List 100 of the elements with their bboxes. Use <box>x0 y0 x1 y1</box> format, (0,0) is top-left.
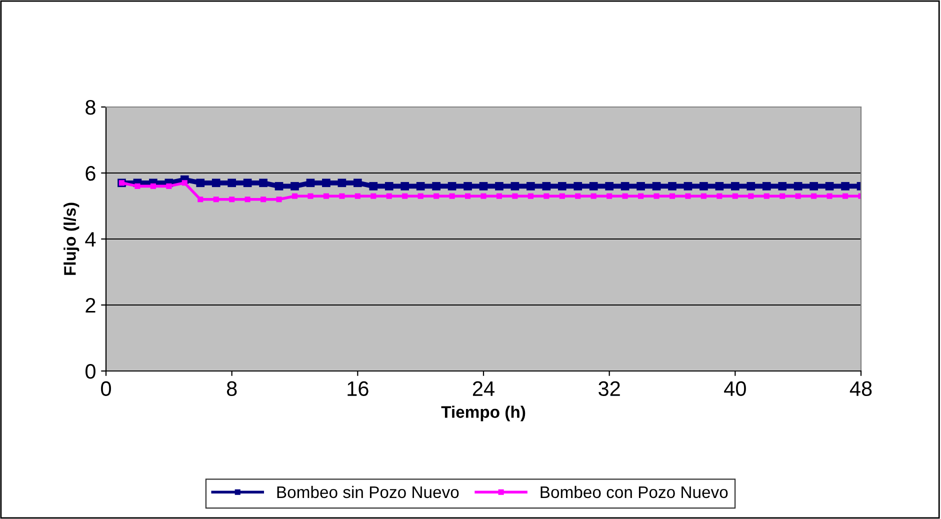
point <box>762 182 771 190</box>
point <box>510 182 520 190</box>
point <box>700 193 706 199</box>
point <box>636 182 645 190</box>
legend-label: Bombeo sin Pozo Nuevo <box>277 486 459 498</box>
point <box>746 182 756 190</box>
point <box>402 193 408 199</box>
point <box>464 182 472 190</box>
point <box>400 182 410 190</box>
point <box>166 183 172 189</box>
point <box>652 182 661 190</box>
point <box>244 196 250 202</box>
x-tick-label: 40 <box>724 381 746 396</box>
point <box>196 178 205 188</box>
point <box>748 193 754 199</box>
point <box>638 193 644 199</box>
point <box>260 196 266 202</box>
x-tick-label: 0 <box>101 381 111 396</box>
y-axis-title: Flujo (l/s) <box>64 202 80 275</box>
point <box>684 182 692 190</box>
point <box>213 196 219 202</box>
point <box>198 196 204 202</box>
point <box>622 193 628 199</box>
point <box>416 182 425 190</box>
point <box>716 193 722 199</box>
point <box>842 193 848 199</box>
point <box>480 193 486 199</box>
point <box>495 182 504 190</box>
point <box>449 193 455 199</box>
point <box>464 193 471 199</box>
point <box>308 193 314 199</box>
point <box>715 182 724 190</box>
point <box>369 182 378 190</box>
point <box>575 193 581 199</box>
point <box>825 182 834 190</box>
y-tick-label: 4 <box>85 232 96 247</box>
point <box>558 182 566 190</box>
point <box>354 178 362 188</box>
point <box>259 178 268 188</box>
point <box>354 193 360 199</box>
point <box>274 182 284 190</box>
x-tick-label: 48 <box>850 381 872 396</box>
point <box>528 193 534 199</box>
point <box>605 182 614 190</box>
y-tick-label: 2 <box>86 298 96 313</box>
x-tick-label: 24 <box>472 381 494 396</box>
x-tick-label: 8 <box>226 381 237 396</box>
point <box>559 193 565 199</box>
point <box>496 193 502 199</box>
point <box>841 182 850 190</box>
point <box>795 193 801 199</box>
point <box>150 183 156 189</box>
point <box>290 182 299 190</box>
point <box>542 182 551 190</box>
point <box>338 178 346 188</box>
point <box>384 182 394 190</box>
point <box>243 178 252 188</box>
point <box>370 193 376 199</box>
point <box>826 193 832 199</box>
point <box>544 193 550 199</box>
point <box>731 182 740 190</box>
y-tick-label: 0 <box>86 364 96 379</box>
point <box>668 182 676 190</box>
point <box>654 193 660 199</box>
point <box>778 182 787 190</box>
point <box>386 193 392 199</box>
point <box>434 193 440 199</box>
point <box>764 193 770 199</box>
point <box>512 193 518 199</box>
point <box>479 182 488 190</box>
point <box>590 193 596 199</box>
point <box>134 183 140 189</box>
point <box>780 193 786 199</box>
point <box>418 193 424 199</box>
y-tick-label: 6 <box>86 166 96 181</box>
point <box>339 193 345 199</box>
x-tick-label: 32 <box>598 381 620 396</box>
point <box>794 182 802 190</box>
point <box>448 182 456 190</box>
point <box>811 193 817 199</box>
point <box>526 182 535 190</box>
point <box>323 193 329 199</box>
point <box>229 196 235 202</box>
x-tick-label: 16 <box>348 381 368 396</box>
point <box>669 193 676 199</box>
point <box>810 182 818 190</box>
point <box>292 193 298 199</box>
point <box>574 182 582 190</box>
point <box>432 182 440 190</box>
x-axis-title: Tiempo (h) <box>441 406 526 422</box>
point <box>606 193 612 199</box>
point <box>306 178 315 188</box>
point <box>212 178 220 188</box>
point <box>182 180 188 186</box>
point <box>276 196 282 202</box>
point <box>620 182 630 190</box>
point <box>589 182 598 190</box>
legend-label: Bombeo con Pozo Nuevo <box>540 486 728 498</box>
point <box>228 178 236 188</box>
point <box>700 182 708 190</box>
